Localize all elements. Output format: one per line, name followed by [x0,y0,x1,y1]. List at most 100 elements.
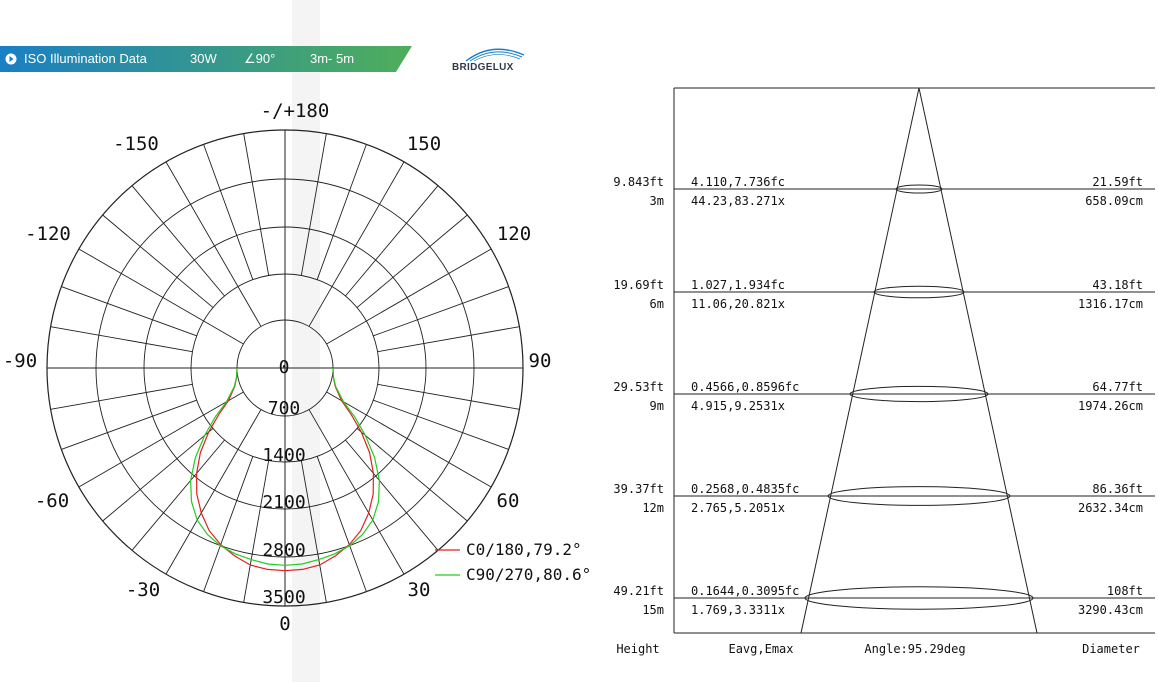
polar-spoke [78,248,244,345]
illuminance-lx: 4.915,9.2531x [691,399,785,413]
angle-label: 60 [497,490,520,512]
radial-label: 2800 [262,540,305,561]
cone-rows: 9.843ft 3m 4.110,7.736fc 44.23,83.271x 21.59… [613,175,1155,617]
diameter-ft: 43.18ft [1092,278,1143,292]
diameter-cm: 2632.34cm [1078,501,1143,515]
polar-series-1 [189,367,381,566]
column-label: Angle:95.29deg [864,642,965,656]
brand-logo [465,48,525,62]
polar-spoke [308,409,405,575]
polar-series-0 [195,367,375,572]
radial-label: 3500 [262,587,305,608]
legend-label: C0/180,79.2° [466,540,582,559]
angle-label: 120 [497,223,531,245]
polar-spoke [203,144,254,280]
polar-spoke [356,214,468,308]
polar-spoke [243,133,270,276]
polar-spoke [326,248,492,345]
polar-spoke [50,326,193,353]
diameter-ft: 64.77ft [1092,380,1143,394]
polar-curves [189,367,381,572]
cone-footer: Height Eavg,Emax Angle:95.29deg Diameter [616,642,1140,656]
radial-label: 2100 [262,492,305,513]
angle-label: -/+180 [261,100,330,122]
polar-spoke [308,161,405,327]
header-distance: 3m- 5m [310,51,355,66]
polar-spoke [203,456,254,592]
angle-label: 0 [279,613,290,635]
illuminance-fc: 4.110,7.736fc [691,175,785,189]
light-spot-ellipse [827,486,1011,506]
angle-label: -120 [25,223,71,245]
illuminance-fc: 0.1644,0.3095fc [691,584,799,598]
diameter-cm: 3290.43cm [1078,603,1143,617]
column-label: Height [616,642,659,656]
polar-spoke [326,391,492,488]
header-banner [0,46,412,72]
polar-grid [46,129,524,607]
angle-label: -90 [3,350,37,372]
polar-spoke [78,391,244,488]
header-title: ISO Illumination Data [24,51,147,66]
diameter-ft: 108ft [1107,584,1143,598]
light-spot-ellipse [873,285,965,299]
column-label: Eavg,Emax [728,642,793,656]
polar-spoke [102,214,214,308]
polar-spoke [316,456,367,592]
polar-spoke [102,428,214,522]
polar-spoke [243,460,270,603]
polar-spoke [356,428,468,522]
light-spot-ellipse [895,184,943,194]
polar-spoke [50,383,193,410]
height-m: 6m [650,297,664,311]
illuminance-fc: 1.027,1.934fc [691,278,785,292]
cone-side-right [918,87,1038,634]
height-ft: 49.21ft [613,584,664,598]
angle-label: -60 [35,490,69,512]
header-power: 30W [190,51,217,66]
radial-label: 0 [279,357,290,378]
header-angle: ∠90° [244,51,276,66]
height-m: 9m [650,399,664,413]
illuminance-fc: 0.2568,0.4835fc [691,482,799,496]
polar-legend: C0/180,79.2° C90/270,80.6° [435,540,591,584]
polar-spoke [131,185,225,297]
illuminance-fc: 0.4566,0.8596fc [691,380,799,394]
angle-label: -30 [126,579,160,601]
column-label: Diameter [1082,642,1140,656]
diameter-cm: 1316.17cm [1078,297,1143,311]
polar-spoke [316,144,367,280]
polar-spoke [377,326,520,353]
polar-spoke [165,409,262,575]
illuminance-lx: 1.769,3.3311x [691,603,785,617]
polar-spoke [377,383,520,410]
angle-label: -150 [113,133,159,155]
illuminance-lx: 2.765,5.2051x [691,501,785,515]
polar-spoke [131,439,225,551]
height-m: 12m [642,501,664,515]
diameter-cm: 1974.26cm [1078,399,1143,413]
polar-labels: -/+180 150 120 90 60 30 0 -30 -60 -90 -120 -150 0 700… [3,100,552,635]
polar-spoke [300,460,327,603]
polar-chart: -/+180 150 120 90 60 30 0 -30 -60 -90 -120 -150 0 700… [3,100,591,635]
polar-spoke [373,286,509,337]
cone-diagram: 9.843ft 3m 4.110,7.736fc 44.23,83.271x 21.59… [613,87,1155,656]
height-ft: 29.53ft [613,380,664,394]
illuminance-lx: 11.06,20.821x [691,297,785,311]
diameter-ft: 21.59ft [1092,175,1143,189]
cone-side-left [800,87,920,634]
polar-spoke [61,286,197,337]
radial-label: 1400 [262,445,305,466]
brand-name: BRIDGELUX [452,62,514,73]
header-banner-text: ISO Illumination Data 30W ∠90° 3m- 5m [0,46,420,72]
illuminance-lx: 44.23,83.271x [691,194,785,208]
diameter-ft: 86.36ft [1092,482,1143,496]
legend-label: C90/270,80.6° [466,565,591,584]
polar-spoke [61,399,197,450]
height-m: 15m [642,603,664,617]
polar-spoke [165,161,262,327]
light-spot-ellipse [804,586,1034,610]
height-ft: 9.843ft [613,175,664,189]
angle-label: 150 [407,133,441,155]
height-m: 3m [650,194,664,208]
